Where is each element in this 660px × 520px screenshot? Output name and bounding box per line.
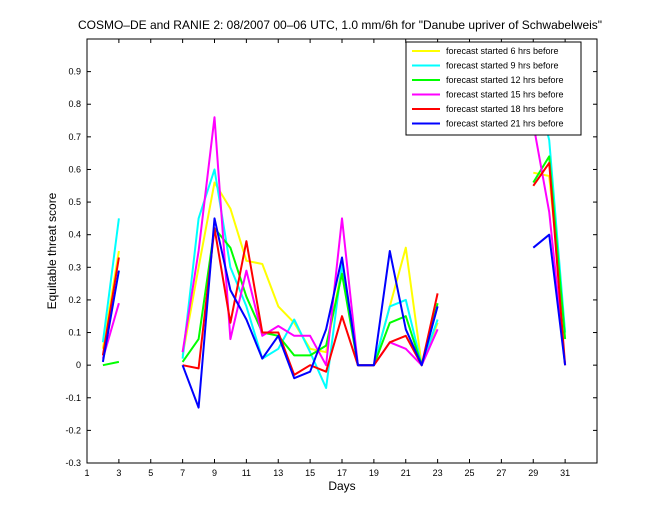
- series-line-3: [181, 116, 439, 367]
- legend-entry-1: forecast started 9 hrs before: [446, 61, 559, 71]
- y-tick-label: 0.8: [68, 99, 81, 109]
- series-line-0: [101, 250, 120, 349]
- legend-entry-2: forecast started 12 hrs before: [446, 75, 564, 85]
- series-line-5: [101, 270, 120, 363]
- x-tick-label: 3: [116, 468, 121, 478]
- series-line-1: [101, 218, 120, 343]
- legend-entry-3: forecast started 15 hrs before: [446, 90, 564, 100]
- series-line-4: [101, 257, 120, 356]
- legend-entry-4: forecast started 18 hrs before: [446, 104, 564, 114]
- y-tick-label: 0.9: [68, 67, 81, 77]
- y-tick-label: 0.6: [68, 164, 81, 174]
- x-tick-label: 11: [242, 468, 251, 478]
- series-line-1: [181, 168, 439, 389]
- x-axis-label: Days: [328, 479, 355, 493]
- series-line-0: [181, 181, 439, 367]
- x-tick-label: 21: [401, 468, 411, 478]
- legend: forecast started 6 hrs before forecast st…: [405, 41, 582, 136]
- y-tick-label: 0.1: [68, 328, 81, 338]
- x-tick-label: 23: [433, 468, 443, 478]
- series-line-5: [532, 233, 567, 366]
- x-tick-label: 19: [369, 468, 379, 478]
- y-tick-label: 0.2: [68, 295, 81, 305]
- series-line-4: [182, 227, 439, 376]
- x-tick-label: 13: [273, 468, 283, 478]
- series-line-4: [532, 161, 567, 366]
- series-line-2: [102, 360, 120, 367]
- series-line-2: [181, 227, 439, 367]
- legend-entry-0: forecast started 6 hrs before: [446, 46, 559, 56]
- x-tick-label: 31: [560, 468, 570, 478]
- series-line-2: [532, 155, 567, 340]
- chart-title: COSMO–DE and RANIE 2: 08/2007 00–06 UTC,…: [78, 18, 602, 32]
- y-tick-label: -0.3: [65, 458, 81, 468]
- y-tick-label: 0.5: [68, 197, 81, 207]
- y-axis-label: Equitable threat score: [45, 192, 59, 309]
- y-tick-label: 0: [76, 360, 81, 370]
- y-tick-label: 0.4: [68, 230, 81, 240]
- x-tick-label: 17: [337, 468, 347, 478]
- x-tick-label: 5: [148, 468, 153, 478]
- x-tick-label: 25: [464, 468, 474, 478]
- x-tick-label: 1: [84, 468, 89, 478]
- y-axis: -0.3 -0.2 -0.1 0 0.1 0.2 0.3 0.4 0.5 0.6 0.7 0.8 0.9: [65, 67, 597, 468]
- legend-entry-5: forecast started 21 hrs before: [446, 119, 564, 129]
- y-tick-label: -0.2: [65, 425, 81, 435]
- y-tick-label: 0.3: [68, 262, 81, 272]
- x-tick-label: 9: [212, 468, 217, 478]
- legend-box: [405, 41, 582, 136]
- x-tick-label: 29: [528, 468, 538, 478]
- x-axis: 1 3 5 7 9 11 13 15 17 19 21 23 25 27 29 31: [84, 39, 570, 478]
- series-line-5: [181, 217, 439, 409]
- x-tick-label: 15: [305, 468, 315, 478]
- x-tick-label: 7: [180, 468, 185, 478]
- y-tick-label: -0.1: [65, 393, 81, 403]
- x-tick-label: 27: [496, 468, 506, 478]
- y-tick-label: 0.7: [68, 132, 81, 142]
